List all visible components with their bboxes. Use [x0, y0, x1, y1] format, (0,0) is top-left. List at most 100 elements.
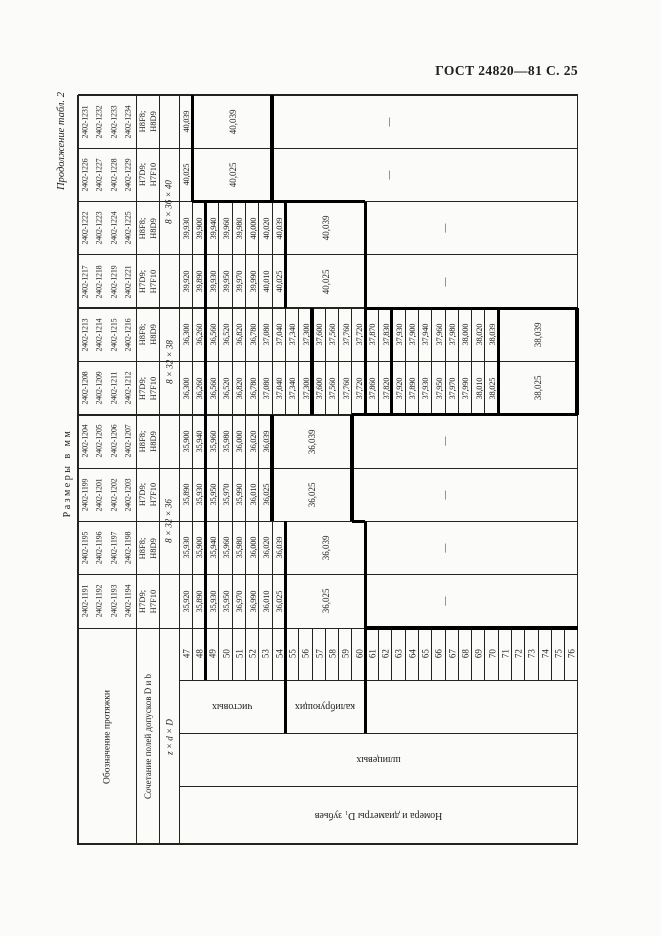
merged-value-cell: 36,025 [320, 588, 331, 614]
value-cell: 35,930 [193, 483, 204, 506]
value-cell: 36,020 [247, 430, 258, 453]
value-cell: 37,760 [340, 377, 351, 399]
grid-line [351, 308, 353, 362]
value-cell: 36,300 [180, 324, 191, 346]
grid-line [245, 628, 246, 680]
tooth-number-cell: 63 [393, 649, 404, 659]
merged-value-cell: 40,025 [227, 162, 238, 188]
value-cell: 36,025 [273, 590, 284, 613]
value-cell: 37,760 [340, 324, 351, 346]
dash-mark: — [439, 596, 450, 606]
grid-line [378, 361, 379, 415]
grid-line [298, 361, 300, 415]
designation-cell: 2402-1222 2402-1223 2402-1224 2402-1225 [80, 211, 134, 245]
value-cell: 37,930 [393, 324, 404, 346]
grid-line [245, 254, 246, 309]
teeth-diameters-label: Номера и диаметры D₁ зубьев [314, 810, 443, 821]
grid-line [338, 308, 340, 362]
value-cell: 40,025 [180, 164, 191, 186]
grid-line [284, 361, 286, 415]
tooth-number-cell: 71 [499, 649, 510, 659]
value-cell: 36,039 [273, 537, 284, 559]
tooth-number-cell: 55 [287, 649, 298, 659]
value-cell: 39,930 [180, 217, 191, 240]
calibrating-teeth-label: калибрующих [295, 701, 356, 712]
grid-line [378, 628, 379, 680]
merged-value-cell: 36,025 [306, 482, 317, 508]
value-cell: 37,560 [326, 324, 337, 346]
value-cell: 36,560 [207, 377, 218, 399]
value-cell: 37,080 [260, 324, 271, 346]
grid-line [178, 95, 180, 845]
tooth-number-cell: 73 [526, 649, 537, 659]
tooth-number-cell: 64 [406, 649, 417, 659]
grid-line [191, 628, 193, 680]
value-cell: 37,340 [287, 377, 298, 399]
value-cell: 36,560 [207, 324, 218, 346]
value-cell: 37,600 [313, 377, 324, 399]
grid-line [351, 361, 353, 415]
value-cell: 36,010 [260, 590, 271, 613]
tooth-number-cell: 70 [486, 649, 497, 659]
value-cell: 37,340 [287, 324, 298, 346]
grid-line [365, 306, 578, 310]
grid-line [497, 628, 499, 680]
value-cell: 40,025 [273, 270, 284, 293]
grid-line [78, 574, 578, 576]
grid-line [270, 414, 274, 522]
grid-line [338, 361, 340, 415]
grid-line [576, 95, 578, 845]
value-cell: 36,020 [260, 537, 271, 559]
tooth-number-cell: 69 [473, 649, 484, 659]
grid-line [283, 201, 288, 309]
value-cell: 37,960 [433, 324, 444, 346]
grid-line [258, 308, 260, 362]
grid-line [218, 254, 220, 309]
zdd-column-label: z × d × D [164, 718, 174, 755]
value-cell: 37,990 [459, 377, 470, 399]
value-cell: 36,990 [247, 590, 258, 613]
grid-line [471, 361, 473, 415]
grid-line [231, 468, 233, 522]
value-cell: 36,780 [247, 324, 258, 346]
value-cell: 37,930 [420, 377, 431, 399]
value-cell: 37,890 [406, 377, 417, 399]
tooth-number-cell: 76 [566, 649, 577, 659]
grid-line [258, 574, 260, 628]
grid-line [258, 521, 260, 575]
grid-line [417, 361, 419, 415]
grid-line [179, 679, 578, 681]
grid-line [191, 414, 193, 469]
grid-line [471, 628, 473, 680]
tolerance-cell: H7D9; H7F10 [136, 589, 159, 614]
tolerance-cell: H7D9; H7F10 [136, 269, 159, 294]
value-cell: 35,940 [207, 537, 218, 559]
grid-line [179, 732, 578, 734]
dash-mark: — [383, 117, 394, 127]
dash-mark: — [439, 223, 450, 233]
tooth-number-cell: 49 [207, 649, 218, 659]
value-cell: 40,010 [260, 270, 271, 293]
tolerance-cell: H7D9; H7F10 [136, 482, 159, 507]
grid-line [457, 308, 459, 362]
value-cell: 35,980 [220, 430, 231, 453]
grid-line [550, 628, 552, 680]
tolerance-cell: H8F8; H8D9 [136, 430, 159, 453]
value-cell: 37,980 [446, 324, 457, 346]
value-cell: 36,260 [193, 377, 204, 399]
tooth-number-cell: 58 [326, 649, 337, 659]
value-cell: 35,950 [220, 590, 231, 613]
grid-line [496, 308, 500, 415]
grid-line [324, 628, 326, 680]
value-cell: 35,900 [193, 537, 204, 559]
grid-line [203, 201, 208, 680]
tooth-number-cell: 62 [380, 649, 391, 659]
merged-value-cell: 36,039 [306, 429, 317, 454]
value-cell: 38,000 [459, 324, 470, 346]
tooth-number-cell: 72 [513, 649, 524, 659]
size-group-cell: 8 × 32 × 38 [163, 339, 174, 384]
grid-line [191, 254, 193, 309]
grid-line [271, 628, 273, 680]
grid-line [351, 628, 353, 680]
